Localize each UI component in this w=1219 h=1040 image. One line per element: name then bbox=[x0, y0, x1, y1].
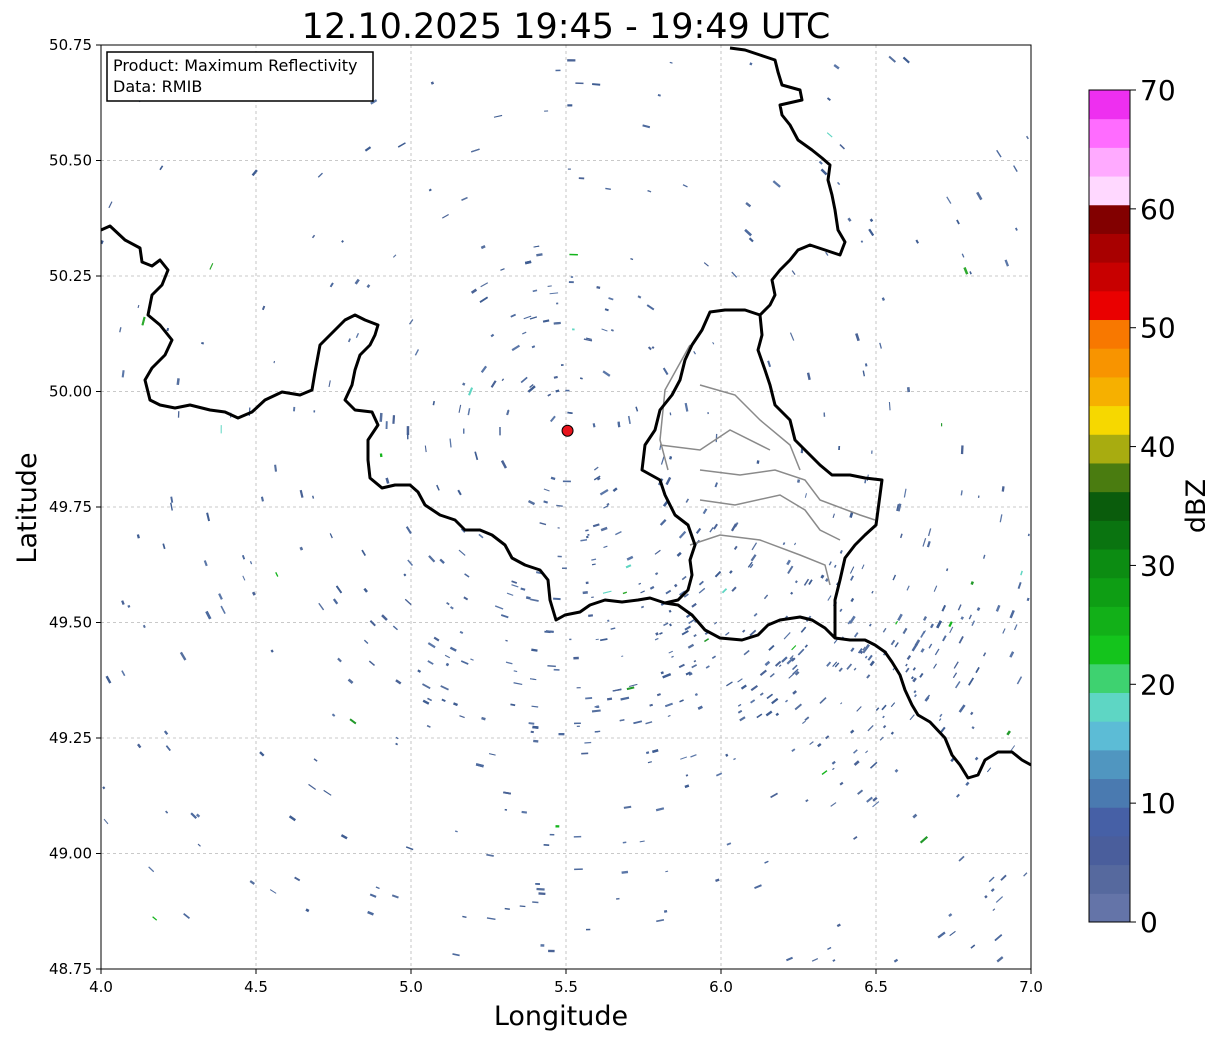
radar-echoes bbox=[101, 55, 1030, 963]
colorbar-segment bbox=[1089, 319, 1130, 349]
colorbar-segment bbox=[1089, 549, 1130, 579]
info-box: Product: Maximum Reflectivity Data: RMIB bbox=[106, 51, 374, 102]
info-box-frame bbox=[106, 51, 374, 102]
colorbar-segment bbox=[1089, 864, 1130, 894]
colorbar-segment bbox=[1089, 520, 1130, 550]
colorbar-frame bbox=[1088, 89, 1131, 923]
colorbar-segment bbox=[1089, 635, 1130, 665]
colorbar-segment bbox=[1089, 778, 1130, 808]
x-tick-label: 4.0 bbox=[89, 978, 113, 996]
x-tick-label: 7.0 bbox=[1019, 978, 1043, 996]
info-product: Product: Maximum Reflectivity bbox=[113, 56, 357, 75]
country-borders bbox=[101, 46, 1031, 780]
colorbar-segment bbox=[1089, 290, 1130, 321]
colorbar-tick-label: 70 bbox=[1140, 74, 1176, 107]
colorbar-segment bbox=[1089, 577, 1130, 607]
colorbar: 0 10 20 30 40 50 60 70 dBZ bbox=[1088, 74, 1212, 939]
colorbar-ticks: 0 10 20 30 40 50 60 70 bbox=[1130, 74, 1176, 939]
colorbar-segment bbox=[1089, 262, 1130, 292]
y-tick-label: 49.50 bbox=[49, 614, 92, 632]
subregion-line-3 bbox=[659, 429, 771, 451]
y-tick-label: 50.50 bbox=[49, 152, 92, 170]
subregion-line-5 bbox=[699, 494, 841, 541]
colorbar-tick-label: 40 bbox=[1140, 431, 1176, 464]
colorbar-segment bbox=[1089, 749, 1130, 780]
x-tick-label: 6.0 bbox=[709, 978, 733, 996]
colorbar-segment bbox=[1089, 376, 1130, 407]
colorbar-segment bbox=[1089, 147, 1130, 177]
subregion-line-2 bbox=[699, 384, 801, 471]
plot-area: Product: Maximum Reflectivity Data: RMIB bbox=[100, 44, 1032, 970]
x-axis-ticks: 4.0 4.5 5.0 5.5 6.0 6.5 7.0 bbox=[89, 969, 1043, 996]
colorbar-segment bbox=[1089, 204, 1130, 234]
colorbar-segment bbox=[1089, 90, 1130, 120]
x-tick-label: 4.5 bbox=[244, 978, 268, 996]
colorbar-segment bbox=[1089, 118, 1130, 148]
colorbar-segment bbox=[1089, 721, 1130, 751]
colorbar-tick-label: 60 bbox=[1140, 193, 1176, 226]
colorbar-segment bbox=[1089, 405, 1130, 435]
colorbar-segment bbox=[1089, 835, 1130, 866]
colorbar-segment bbox=[1089, 807, 1130, 837]
x-tick-label: 5.0 bbox=[399, 978, 423, 996]
x-tick-label: 5.5 bbox=[554, 978, 578, 996]
colorbar-segment bbox=[1089, 348, 1130, 378]
colorbar-segment bbox=[1089, 663, 1130, 693]
colorbar-tick-label: 50 bbox=[1140, 312, 1176, 345]
subregion-line-1 bbox=[659, 344, 691, 471]
info-data-source: Data: RMIB bbox=[113, 77, 202, 96]
radar-site-marker bbox=[561, 424, 574, 437]
subregion-line-6 bbox=[689, 534, 831, 586]
y-tick-label: 49.25 bbox=[49, 729, 92, 747]
colorbar-tick-label: 0 bbox=[1140, 906, 1158, 939]
y-tick-label: 50.25 bbox=[49, 267, 92, 285]
y-axis-label: Latitude bbox=[12, 452, 43, 563]
colorbar-segment bbox=[1089, 233, 1130, 263]
subregion-line-4 bbox=[699, 469, 876, 521]
colorbar-segment bbox=[1089, 434, 1130, 464]
colorbar-segment bbox=[1089, 462, 1130, 493]
colorbar-tick-label: 10 bbox=[1140, 787, 1176, 820]
y-tick-label: 49.75 bbox=[49, 498, 92, 516]
y-tick-label: 49.00 bbox=[49, 845, 92, 863]
y-tick-label: 48.75 bbox=[49, 960, 92, 978]
x-axis-label: Longitude bbox=[494, 1001, 628, 1032]
colorbar-tick-label: 30 bbox=[1140, 549, 1176, 582]
colorbar-label: dBZ bbox=[1181, 479, 1212, 533]
colorbar-segment bbox=[1089, 491, 1130, 521]
colorbar-segment bbox=[1089, 606, 1130, 636]
y-tick-label: 50.00 bbox=[49, 383, 92, 401]
colorbar-segment bbox=[1089, 176, 1130, 206]
colorbar-segments bbox=[1089, 90, 1130, 923]
x-tick-label: 6.5 bbox=[864, 978, 888, 996]
y-tick-label: 50.75 bbox=[49, 36, 92, 54]
colorbar-segment bbox=[1089, 692, 1130, 722]
colorbar-segment bbox=[1089, 893, 1130, 923]
subregion-borders bbox=[659, 344, 876, 586]
y-axis-ticks: 48.75 49.00 49.25 49.50 49.75 50.00 50.25 50.50… bbox=[49, 36, 101, 978]
map-title: 12.10.2025 19:45 - 19:49 UTC bbox=[302, 7, 831, 47]
colorbar-tick-label: 20 bbox=[1140, 668, 1176, 701]
